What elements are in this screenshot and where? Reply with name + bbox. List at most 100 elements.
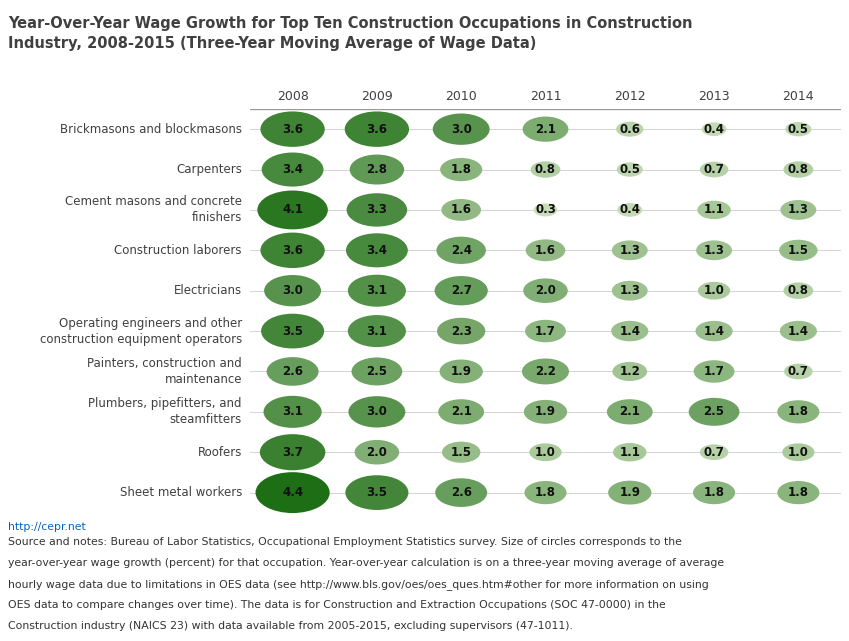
- Text: 1.9: 1.9: [451, 365, 472, 378]
- Text: 3.3: 3.3: [367, 203, 387, 217]
- Ellipse shape: [613, 443, 646, 462]
- Ellipse shape: [346, 475, 408, 510]
- Text: Brickmasons and blockmasons: Brickmasons and blockmasons: [60, 122, 242, 136]
- Text: 2.8: 2.8: [367, 163, 387, 176]
- Text: 1.8: 1.8: [704, 486, 724, 499]
- Text: 2.2: 2.2: [535, 365, 556, 378]
- Ellipse shape: [442, 442, 481, 463]
- Text: 1.3: 1.3: [704, 244, 724, 257]
- Ellipse shape: [784, 363, 812, 379]
- Ellipse shape: [261, 112, 325, 147]
- Text: 3.5: 3.5: [367, 486, 387, 499]
- Text: Construction laborers: Construction laborers: [115, 244, 242, 257]
- Ellipse shape: [616, 162, 643, 177]
- Text: 1.3: 1.3: [788, 203, 809, 217]
- Ellipse shape: [612, 362, 647, 381]
- Text: 2.4: 2.4: [451, 244, 472, 257]
- Text: 2.0: 2.0: [535, 284, 556, 297]
- Text: 0.8: 0.8: [788, 163, 809, 176]
- Ellipse shape: [435, 276, 488, 305]
- Ellipse shape: [696, 240, 732, 260]
- Ellipse shape: [612, 281, 648, 301]
- Ellipse shape: [436, 478, 487, 507]
- Text: 0.4: 0.4: [704, 122, 724, 136]
- Ellipse shape: [436, 237, 486, 264]
- Text: 3.6: 3.6: [367, 122, 387, 136]
- Ellipse shape: [784, 162, 813, 178]
- Ellipse shape: [355, 440, 399, 465]
- Text: 3.6: 3.6: [282, 244, 303, 257]
- Text: 0.7: 0.7: [788, 365, 809, 378]
- Text: Roofers: Roofers: [198, 445, 242, 459]
- Text: 2.5: 2.5: [704, 405, 724, 419]
- Ellipse shape: [780, 200, 817, 220]
- Text: 2.1: 2.1: [451, 405, 472, 419]
- Text: 2008: 2008: [277, 90, 308, 103]
- Text: 3.1: 3.1: [282, 405, 303, 419]
- Text: 2.6: 2.6: [282, 365, 303, 378]
- Text: 0.3: 0.3: [535, 203, 556, 217]
- Text: 0.8: 0.8: [535, 163, 556, 176]
- Ellipse shape: [525, 481, 566, 504]
- Text: 3.4: 3.4: [367, 244, 387, 257]
- Ellipse shape: [526, 239, 565, 262]
- Ellipse shape: [440, 158, 482, 181]
- Text: 1.3: 1.3: [619, 244, 640, 257]
- Ellipse shape: [438, 399, 484, 424]
- Ellipse shape: [522, 358, 569, 385]
- Ellipse shape: [611, 321, 649, 341]
- Ellipse shape: [267, 357, 318, 386]
- Text: 2009: 2009: [361, 90, 393, 103]
- Ellipse shape: [784, 283, 813, 299]
- Text: 1.9: 1.9: [619, 486, 640, 499]
- Text: Painters, construction and
maintenance: Painters, construction and maintenance: [87, 357, 242, 386]
- Text: 1.6: 1.6: [535, 244, 556, 257]
- Text: 1.8: 1.8: [535, 486, 556, 499]
- Text: 1.7: 1.7: [535, 324, 556, 338]
- Ellipse shape: [785, 122, 812, 137]
- Ellipse shape: [348, 315, 406, 347]
- Text: 1.5: 1.5: [788, 244, 809, 257]
- Text: Operating engineers and other
construction equipment operators: Operating engineers and other constructi…: [40, 317, 242, 345]
- Text: 2014: 2014: [783, 90, 814, 103]
- Ellipse shape: [689, 398, 739, 426]
- Ellipse shape: [525, 320, 566, 342]
- Text: 1.2: 1.2: [619, 365, 640, 378]
- Ellipse shape: [612, 240, 648, 260]
- Ellipse shape: [608, 481, 651, 504]
- Text: 4.4: 4.4: [282, 486, 303, 499]
- Text: 1.8: 1.8: [788, 486, 809, 499]
- Ellipse shape: [523, 278, 568, 303]
- Text: 3.0: 3.0: [367, 405, 387, 419]
- Text: 2.1: 2.1: [619, 405, 640, 419]
- Text: 3.0: 3.0: [282, 284, 303, 297]
- Text: year-over-year wage growth (percent) for that occupation. Year-over-year calcula: year-over-year wage growth (percent) for…: [8, 558, 724, 568]
- Text: 2011: 2011: [530, 90, 561, 103]
- Text: 2010: 2010: [446, 90, 477, 103]
- Text: 0.7: 0.7: [704, 163, 724, 176]
- Text: 0.5: 0.5: [788, 122, 809, 136]
- Ellipse shape: [256, 472, 329, 513]
- Text: 1.0: 1.0: [704, 284, 724, 297]
- Text: 3.5: 3.5: [282, 324, 303, 338]
- Text: 0.4: 0.4: [619, 203, 640, 217]
- Ellipse shape: [700, 444, 728, 460]
- Text: Cement masons and concrete
finishers: Cement masons and concrete finishers: [65, 196, 242, 224]
- Ellipse shape: [523, 117, 568, 142]
- Text: 3.4: 3.4: [282, 163, 303, 176]
- Ellipse shape: [698, 282, 730, 299]
- Text: Year-Over-Year Wage Growth for Top Ten Construction Occupations in Construction
: Year-Over-Year Wage Growth for Top Ten C…: [8, 16, 693, 51]
- Text: 1.3: 1.3: [619, 284, 640, 297]
- Text: 1.0: 1.0: [535, 445, 556, 459]
- Ellipse shape: [779, 321, 817, 341]
- Ellipse shape: [695, 321, 733, 341]
- Text: 2013: 2013: [698, 90, 730, 103]
- Ellipse shape: [530, 444, 561, 461]
- Ellipse shape: [778, 481, 819, 504]
- Text: Sheet metal workers: Sheet metal workers: [120, 486, 242, 499]
- Text: 1.1: 1.1: [704, 203, 724, 217]
- Text: 0.5: 0.5: [619, 163, 640, 176]
- Ellipse shape: [433, 113, 490, 145]
- Text: OES data to compare changes over time). The data is for Construction and Extract: OES data to compare changes over time). …: [8, 600, 666, 610]
- Ellipse shape: [778, 400, 819, 424]
